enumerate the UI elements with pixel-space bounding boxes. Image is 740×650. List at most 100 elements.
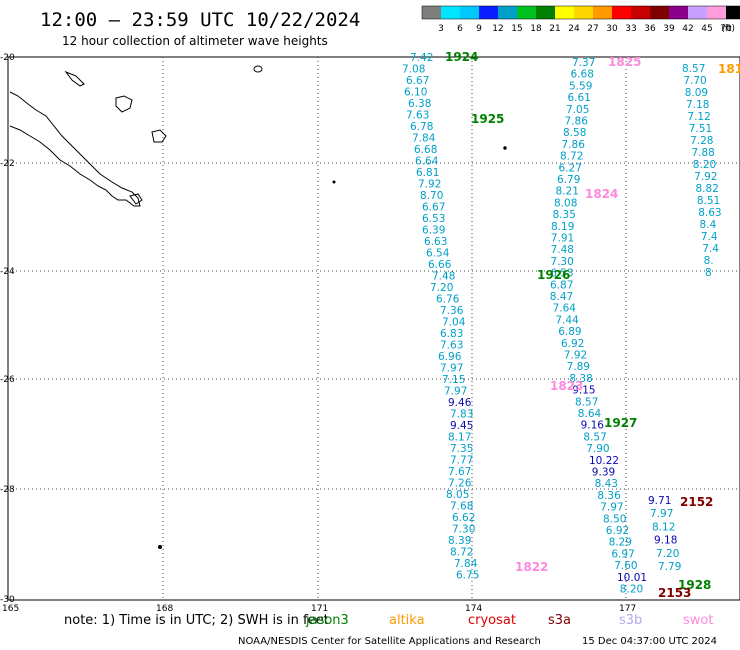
time-label: 1928 — [678, 578, 711, 592]
swh-value-label: 9.46 — [448, 397, 472, 409]
swh-value-label: 7.20 — [656, 548, 679, 560]
color-swatch — [422, 6, 441, 19]
legend-s3b: s3b — [619, 613, 642, 628]
swh-value-label: 7.28 — [690, 135, 713, 147]
swh-value-label: 7.91 — [551, 233, 574, 245]
swh-value-label: 7.92 — [564, 350, 587, 362]
swh-value-label: 7.42 — [410, 52, 433, 64]
time-label: 1925 — [471, 112, 504, 126]
swh-value-label: 5.59 — [569, 80, 592, 92]
swh-value-label: 6.79 — [557, 174, 580, 186]
time-label: 181 — [718, 62, 740, 76]
color-swatch — [498, 6, 517, 19]
swh-value-label: 7.30 — [550, 256, 573, 268]
color-scale-label: 21 — [549, 24, 560, 34]
swh-value-label: 7.20 — [430, 282, 453, 294]
swh-value-label: 6.67 — [422, 202, 445, 214]
swh-value-label: 6.97 — [611, 548, 634, 560]
swh-value-label: 8.47 — [550, 291, 573, 303]
swh-value-label: 8.08 — [554, 197, 577, 209]
swh-value-label: 7.83 — [450, 409, 473, 421]
color-swatch — [612, 6, 631, 19]
swh-value-label: 6.10 — [404, 87, 427, 99]
time-label: 1924 — [445, 50, 478, 64]
swh-value-label: 7.08 — [402, 64, 425, 76]
swh-value-label: 9.18 — [654, 535, 677, 547]
lat-label-20: -20 — [0, 53, 15, 63]
swh-value-label: 7.79 — [658, 561, 681, 573]
swh-value-label: 6.75 — [456, 570, 479, 582]
swh-value-label: 7.4 — [702, 243, 719, 255]
swh-value-label: 7.64 — [553, 303, 577, 315]
color-scale-label: 24 — [568, 24, 580, 34]
swh-value-label: 7.44 — [555, 314, 579, 326]
swh-value-label: 8.43 — [595, 478, 618, 490]
time-label: 1926 — [537, 268, 570, 282]
time-label: 1824 — [585, 187, 618, 201]
swh-value-label: 6.66 — [428, 259, 452, 271]
swh-value-label: 7.60 — [614, 560, 637, 572]
legend-cryosat: cryosat — [468, 613, 516, 628]
swh-value-label: 8.39 — [448, 535, 471, 547]
color-swatch — [441, 6, 460, 19]
swh-value-label: 7.84 — [454, 558, 478, 570]
swh-value-label: 6.81 — [416, 167, 439, 179]
swh-value-label: 7.89 — [567, 361, 590, 373]
swh-value-label: 6.96 — [438, 351, 462, 363]
swh-value-label: 8.20 — [693, 159, 716, 171]
color-swatch — [479, 6, 498, 19]
swh-value-label: 8.35 — [553, 209, 576, 221]
swh-value-label: 6.61 — [568, 92, 591, 104]
time-label: 2152 — [680, 495, 713, 509]
color-swatch — [460, 6, 479, 19]
swh-value-label: 6.92 — [561, 338, 584, 350]
color-swatch — [536, 6, 555, 19]
swh-value-label: 7.84 — [412, 133, 436, 145]
swh-value-label: 8.57 — [583, 431, 606, 443]
coastline-islet-2 — [503, 146, 507, 150]
coastline-ouvea — [64, 70, 85, 87]
lat-label-22: -22 — [0, 159, 15, 169]
coastline-islet-north — [253, 65, 263, 73]
swh-value-label: 6.87 — [550, 279, 573, 291]
color-scale-bar: 3 6 9 12 15 18 21 24 27 30 33 36 39 42 45 70(ft) — [421, 5, 740, 34]
swh-value-label: 8.12 — [652, 521, 675, 533]
swh-value-label: 7.15 — [442, 374, 465, 386]
color-scale-label: 6 — [457, 24, 463, 34]
lon-label-177: 177 — [619, 604, 636, 614]
footer-note: note: 1) Time is in UTC; 2) SWH is in fe… — [64, 613, 329, 628]
swh-value-label: 7.92 — [418, 179, 441, 191]
swh-value-label: 6.38 — [408, 98, 431, 110]
swh-value-label: 8. — [704, 255, 714, 267]
color-scale-label: 42 — [682, 24, 693, 34]
swh-value-label: 8.51 — [697, 195, 720, 207]
map-subtitle: 12 hour collection of altimeter wave hei… — [62, 34, 328, 48]
color-swatch — [574, 6, 593, 19]
color-scale-label: 33 — [625, 24, 636, 34]
swh-value-label: 9.71 — [648, 495, 671, 507]
color-swatch — [688, 6, 707, 19]
swh-value-label: 7.88 — [691, 147, 714, 159]
swh-value-label: 6.53 — [550, 268, 573, 280]
swh-value-label: 6.27 — [559, 162, 582, 174]
legend-jason3: jason3 — [305, 613, 349, 628]
color-scale-label: 30 — [606, 24, 618, 34]
swh-value-label: 8.36 — [597, 490, 621, 502]
swh-value-label: 6.67 — [406, 75, 429, 87]
legend-altika: altika — [389, 613, 425, 628]
lon-label-174: 174 — [465, 604, 482, 614]
swh-value-label: 8.17 — [448, 432, 471, 444]
color-swatch — [726, 6, 740, 19]
color-scale-label: 3 — [438, 24, 444, 34]
color-bar-outline — [421, 5, 740, 20]
swh-value-label: 7.36 — [440, 305, 464, 317]
swh-value-label: 7.05 — [566, 104, 589, 116]
color-scale-label: 27 — [587, 24, 598, 34]
swh-value-label: 7.90 — [586, 443, 609, 455]
swh-value-label: 8.38 — [569, 373, 592, 385]
swh-value-label: 6.89 — [558, 326, 581, 338]
swh-value-label: 6.83 — [440, 328, 463, 340]
lat-label-28: -28 — [0, 485, 15, 495]
swh-value-label: 6.54 — [426, 248, 450, 260]
